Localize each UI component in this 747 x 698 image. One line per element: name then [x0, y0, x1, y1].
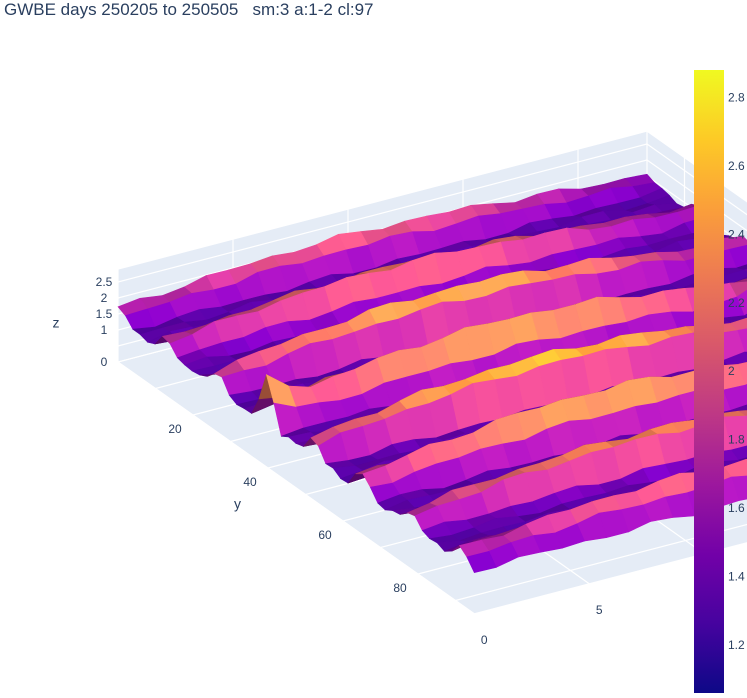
z-tick-label: 2.5 — [96, 275, 113, 289]
chart-title: GWBE days 250205 to 250505 sm:3 a:1-2 cl… — [4, 0, 374, 19]
colorbar-tick-label: 1.8 — [728, 433, 745, 447]
colorbar-tick-label: 2.8 — [728, 90, 745, 104]
colorbar-tick-label: 1.2 — [728, 638, 745, 652]
z-tick-label: 1.5 — [96, 307, 113, 321]
colorbar-tick-label: 1.4 — [728, 570, 745, 584]
z-tick-label: 2 — [101, 291, 108, 305]
y-tick-label: 40 — [243, 475, 257, 489]
colorbar-tick-label: 2.4 — [728, 227, 745, 241]
colorbar-tick-label: 1.6 — [728, 501, 745, 515]
x-tick-label: 0 — [481, 633, 488, 647]
surface-cell — [743, 313, 747, 318]
colorbar-tick-label: 2.2 — [728, 296, 745, 310]
colorbar-tick-label: 2.6 — [728, 159, 745, 173]
y-tick-label: 60 — [318, 528, 332, 542]
surface-plot — [117, 173, 747, 573]
y-tick-label: 80 — [393, 581, 407, 595]
z-tick-label: 1 — [101, 323, 108, 337]
x-gridline — [117, 361, 475, 615]
y-axis-title: y — [234, 495, 241, 511]
surface-cell — [466, 550, 497, 573]
colorbar-gradient — [694, 70, 724, 693]
z-tick-label: 0 — [101, 355, 108, 369]
z-axis-title: z — [53, 315, 60, 331]
z-gridline — [117, 143, 648, 283]
y-tick-label: 20 — [168, 422, 182, 436]
x-tick-label: 5 — [596, 603, 603, 617]
colorbar: 1.2 1.4 1.6 1.8 2 2.2 2.4 2.6 2.8 — [694, 70, 745, 693]
colorbar-tick-label: 2 — [728, 364, 735, 378]
